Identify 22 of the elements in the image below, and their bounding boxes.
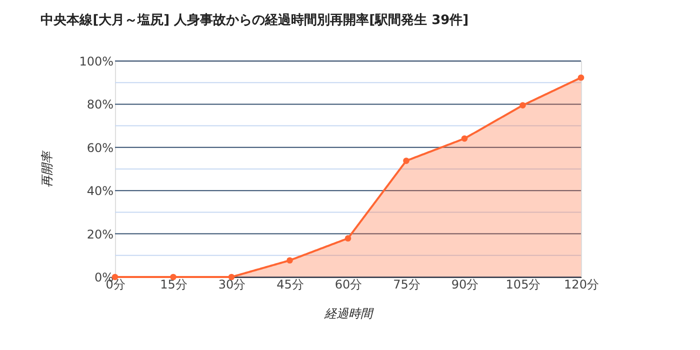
- x-tick-label: 105分: [506, 278, 541, 292]
- point: [461, 135, 468, 142]
- x-tick-label: 120分: [564, 278, 599, 292]
- x-tick-label: 90分: [451, 278, 479, 292]
- y-tick-label: 100%: [79, 54, 114, 68]
- y-tick-label: 40%: [86, 184, 114, 198]
- x-tick-label: 30分: [218, 278, 246, 292]
- point: [286, 257, 293, 264]
- chart-title: 中央本線[大月～塩尻] 人身事故からの経過時間別再開率[駅間発生 39件]: [40, 12, 469, 28]
- y-tick-label: 60%: [86, 140, 114, 155]
- point: [344, 235, 352, 242]
- x-axis-title: 経過時間: [324, 306, 374, 320]
- x-tick-label: 45分: [276, 278, 304, 292]
- y-tick-label: 20%: [86, 227, 114, 242]
- point: [520, 102, 526, 108]
- point: [403, 158, 410, 164]
- x-tick-label: 60分: [334, 278, 362, 292]
- y-axis-title: 再開率: [40, 150, 54, 188]
- x-tick-label: 15分: [160, 278, 188, 292]
- point: [578, 74, 584, 81]
- y-tick-label: 80%: [86, 98, 114, 112]
- x-tick-label: 75分: [393, 278, 420, 292]
